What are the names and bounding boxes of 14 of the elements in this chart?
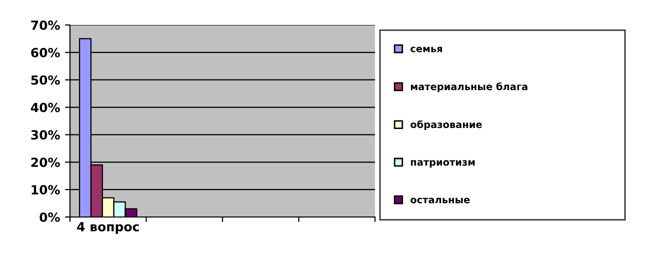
y-tick-label: 10% xyxy=(32,185,60,194)
legend-label: патриотизм xyxy=(410,160,475,168)
y-tick-label: 30% xyxy=(31,130,60,140)
legend-label: образование xyxy=(410,120,482,130)
y-tick-label: 50% xyxy=(31,75,60,85)
y-tick-label: 60% xyxy=(31,48,60,58)
x-tick-label: 4 вопрос xyxy=(77,222,139,234)
y-tick-label: 20% xyxy=(31,158,60,168)
legend-label: материальные блага xyxy=(410,82,528,92)
legend-label: остальные xyxy=(410,198,470,204)
legend-label: семья xyxy=(410,46,442,52)
y-tick-label: 0% xyxy=(40,212,60,222)
y-tick-label: 40% xyxy=(30,102,60,112)
y-tick-label: 70% xyxy=(31,20,60,30)
